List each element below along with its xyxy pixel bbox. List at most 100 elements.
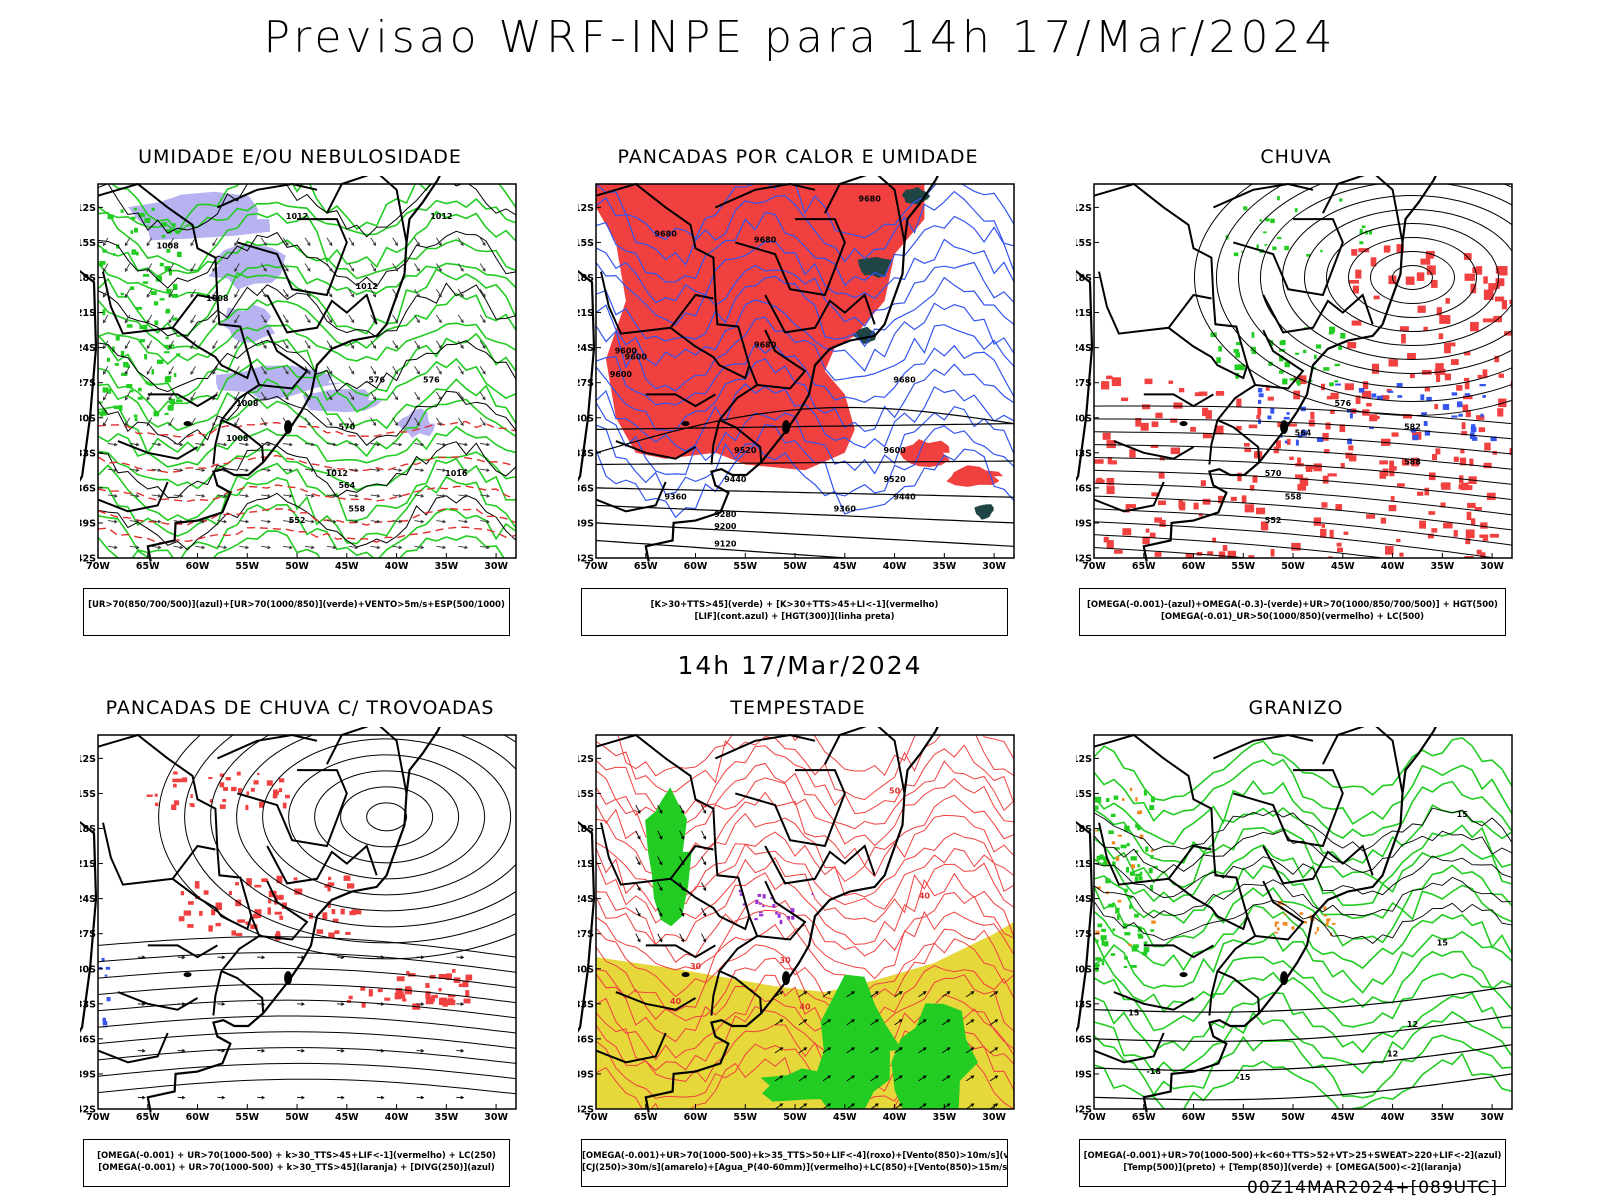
omega-ur50-cell <box>1402 414 1413 419</box>
pacific-coastline <box>1076 820 1094 1034</box>
omega-ur50-cell <box>1379 460 1388 465</box>
thunder-cell <box>294 888 303 895</box>
omega-ur50-cell <box>1149 532 1156 538</box>
panel-legend: [OMEGA(-0.001)+UR>70(1000-500)+k>35_TTS>… <box>581 1139 1008 1187</box>
humidity-green-cell <box>176 399 183 403</box>
thunder-cell <box>219 782 225 788</box>
temp-850-contour-fragment <box>1105 797 1110 803</box>
wind-vector <box>414 468 425 472</box>
atlantic-coastline <box>146 727 441 1113</box>
hgt-value-label: 564 <box>1295 428 1312 437</box>
omega-ur50-cell <box>1431 279 1438 288</box>
omega-ur50-cell <box>1275 440 1281 449</box>
wind-850-vector <box>965 1075 975 1082</box>
map-svg: 9680968096009600968096809600952094409360… <box>578 176 1015 572</box>
temp-850-contour-fragment <box>1150 796 1155 803</box>
temp-850-contour-fragment <box>1110 953 1116 956</box>
omega-ur50-cell <box>1270 549 1275 557</box>
lon-tick-label: 65W <box>1132 561 1156 572</box>
thunder-cell <box>194 881 200 889</box>
temp-500-contour <box>1094 855 1512 899</box>
thunder-cell <box>178 916 185 922</box>
lon-tick-label: 40W <box>385 561 409 572</box>
wind-vector <box>457 263 464 272</box>
thunder-cell <box>208 777 213 780</box>
temp-850-contour-fragment <box>1138 876 1143 881</box>
streamline <box>98 1031 516 1049</box>
streamline-arrow <box>336 1002 345 1006</box>
wind-850-vector <box>822 1103 832 1109</box>
omega-ur50-cell <box>1248 555 1255 558</box>
omega-blue-cell <box>1426 396 1432 402</box>
omega-ur50-cell <box>1448 342 1456 347</box>
hgt-value-label: 9680 <box>655 230 678 239</box>
state-border <box>102 822 216 886</box>
humidity-green-cell <box>133 414 138 418</box>
omega-green-cell <box>1289 378 1296 381</box>
omega-green-cell <box>1368 230 1373 235</box>
humidity-green-cell <box>98 401 103 404</box>
map-content <box>98 735 516 1100</box>
omega-ur50-cell <box>1474 507 1482 511</box>
humidity-green-cell <box>99 263 104 267</box>
wind-vector <box>234 263 240 272</box>
wind-850-vector <box>798 1047 808 1054</box>
omega-ur50-cell <box>1464 556 1474 558</box>
pressure-isobar <box>98 339 516 393</box>
temp-850-contour-fragment <box>1142 951 1148 956</box>
thunder-cell <box>173 800 180 806</box>
wind-850-vector <box>774 1047 784 1054</box>
temp-850-contour-fragment <box>1134 876 1139 882</box>
panel-trovoadas: PANCADAS DE CHUVA C/ TROVOADAS 12S 15S 18S… <box>80 697 520 1187</box>
wind-850-vector <box>989 1019 999 1026</box>
map-frame <box>1093 734 1513 1110</box>
thunder-cell <box>345 931 351 935</box>
wind-vector <box>234 314 240 324</box>
streamline-arrow <box>217 955 226 960</box>
omega-ur50-cell <box>1435 363 1444 371</box>
omega-ur50-cell <box>1236 398 1242 408</box>
wind-vector <box>124 417 131 427</box>
omega-ur50-cell <box>1425 253 1434 259</box>
lon-tick-label: 35W <box>434 561 458 572</box>
wind-vector <box>479 237 486 247</box>
map-svg: 570 564 558 552 576 582 588 12S 15S 18S 21S 24S 27S 3… <box>1076 176 1513 572</box>
lon-tick-label: 40W <box>883 1112 907 1123</box>
omega-ur50-cell <box>1486 492 1496 501</box>
omega-ur50-cell <box>1212 537 1217 543</box>
omega-blue-cell <box>1397 395 1403 398</box>
state-border <box>764 844 876 885</box>
wind-vector <box>304 340 311 349</box>
temp-850-contour-fragment <box>1143 947 1150 953</box>
wind-vector <box>458 494 469 498</box>
state-border <box>1322 727 1404 794</box>
thunder-cell <box>431 995 436 1002</box>
wind-vector <box>282 314 289 324</box>
omega-500-cell <box>1331 922 1336 925</box>
panel-umidade: UMIDADE E/OU NEBULOSIDADE 1012 1012 1012 10… <box>80 146 520 636</box>
lat-tick-label: 33S <box>1076 448 1092 459</box>
wind-vector <box>129 494 140 498</box>
humidity-green-cell <box>115 335 120 341</box>
omega-blue-cell <box>1369 426 1374 430</box>
omega-ur50-cell <box>1411 457 1420 467</box>
hail-layer <box>1094 736 1512 1109</box>
lon-tick-label: 70W <box>584 561 608 572</box>
omega-green-cell <box>1278 370 1284 374</box>
omega-green-cell <box>1340 332 1346 339</box>
streamline <box>210 735 516 928</box>
severe-storm-cell <box>738 889 743 893</box>
wind-850-vector <box>918 991 927 998</box>
streamline-arrow <box>137 1095 146 1100</box>
omega-ur50-cell <box>1305 465 1314 470</box>
severe-storm-cell <box>742 903 747 906</box>
wind-vector <box>146 340 153 350</box>
humidity-green-cell <box>106 357 111 362</box>
lif-contour <box>596 261 1014 327</box>
state-border <box>1208 970 1219 1016</box>
wind-vector <box>480 519 491 524</box>
lat-tick-label: 36S <box>80 483 96 494</box>
lon-tick-label: 60W <box>1182 1112 1206 1123</box>
lat-tick-label: 39S <box>578 518 594 529</box>
omega-ur50-cell <box>1438 333 1444 340</box>
